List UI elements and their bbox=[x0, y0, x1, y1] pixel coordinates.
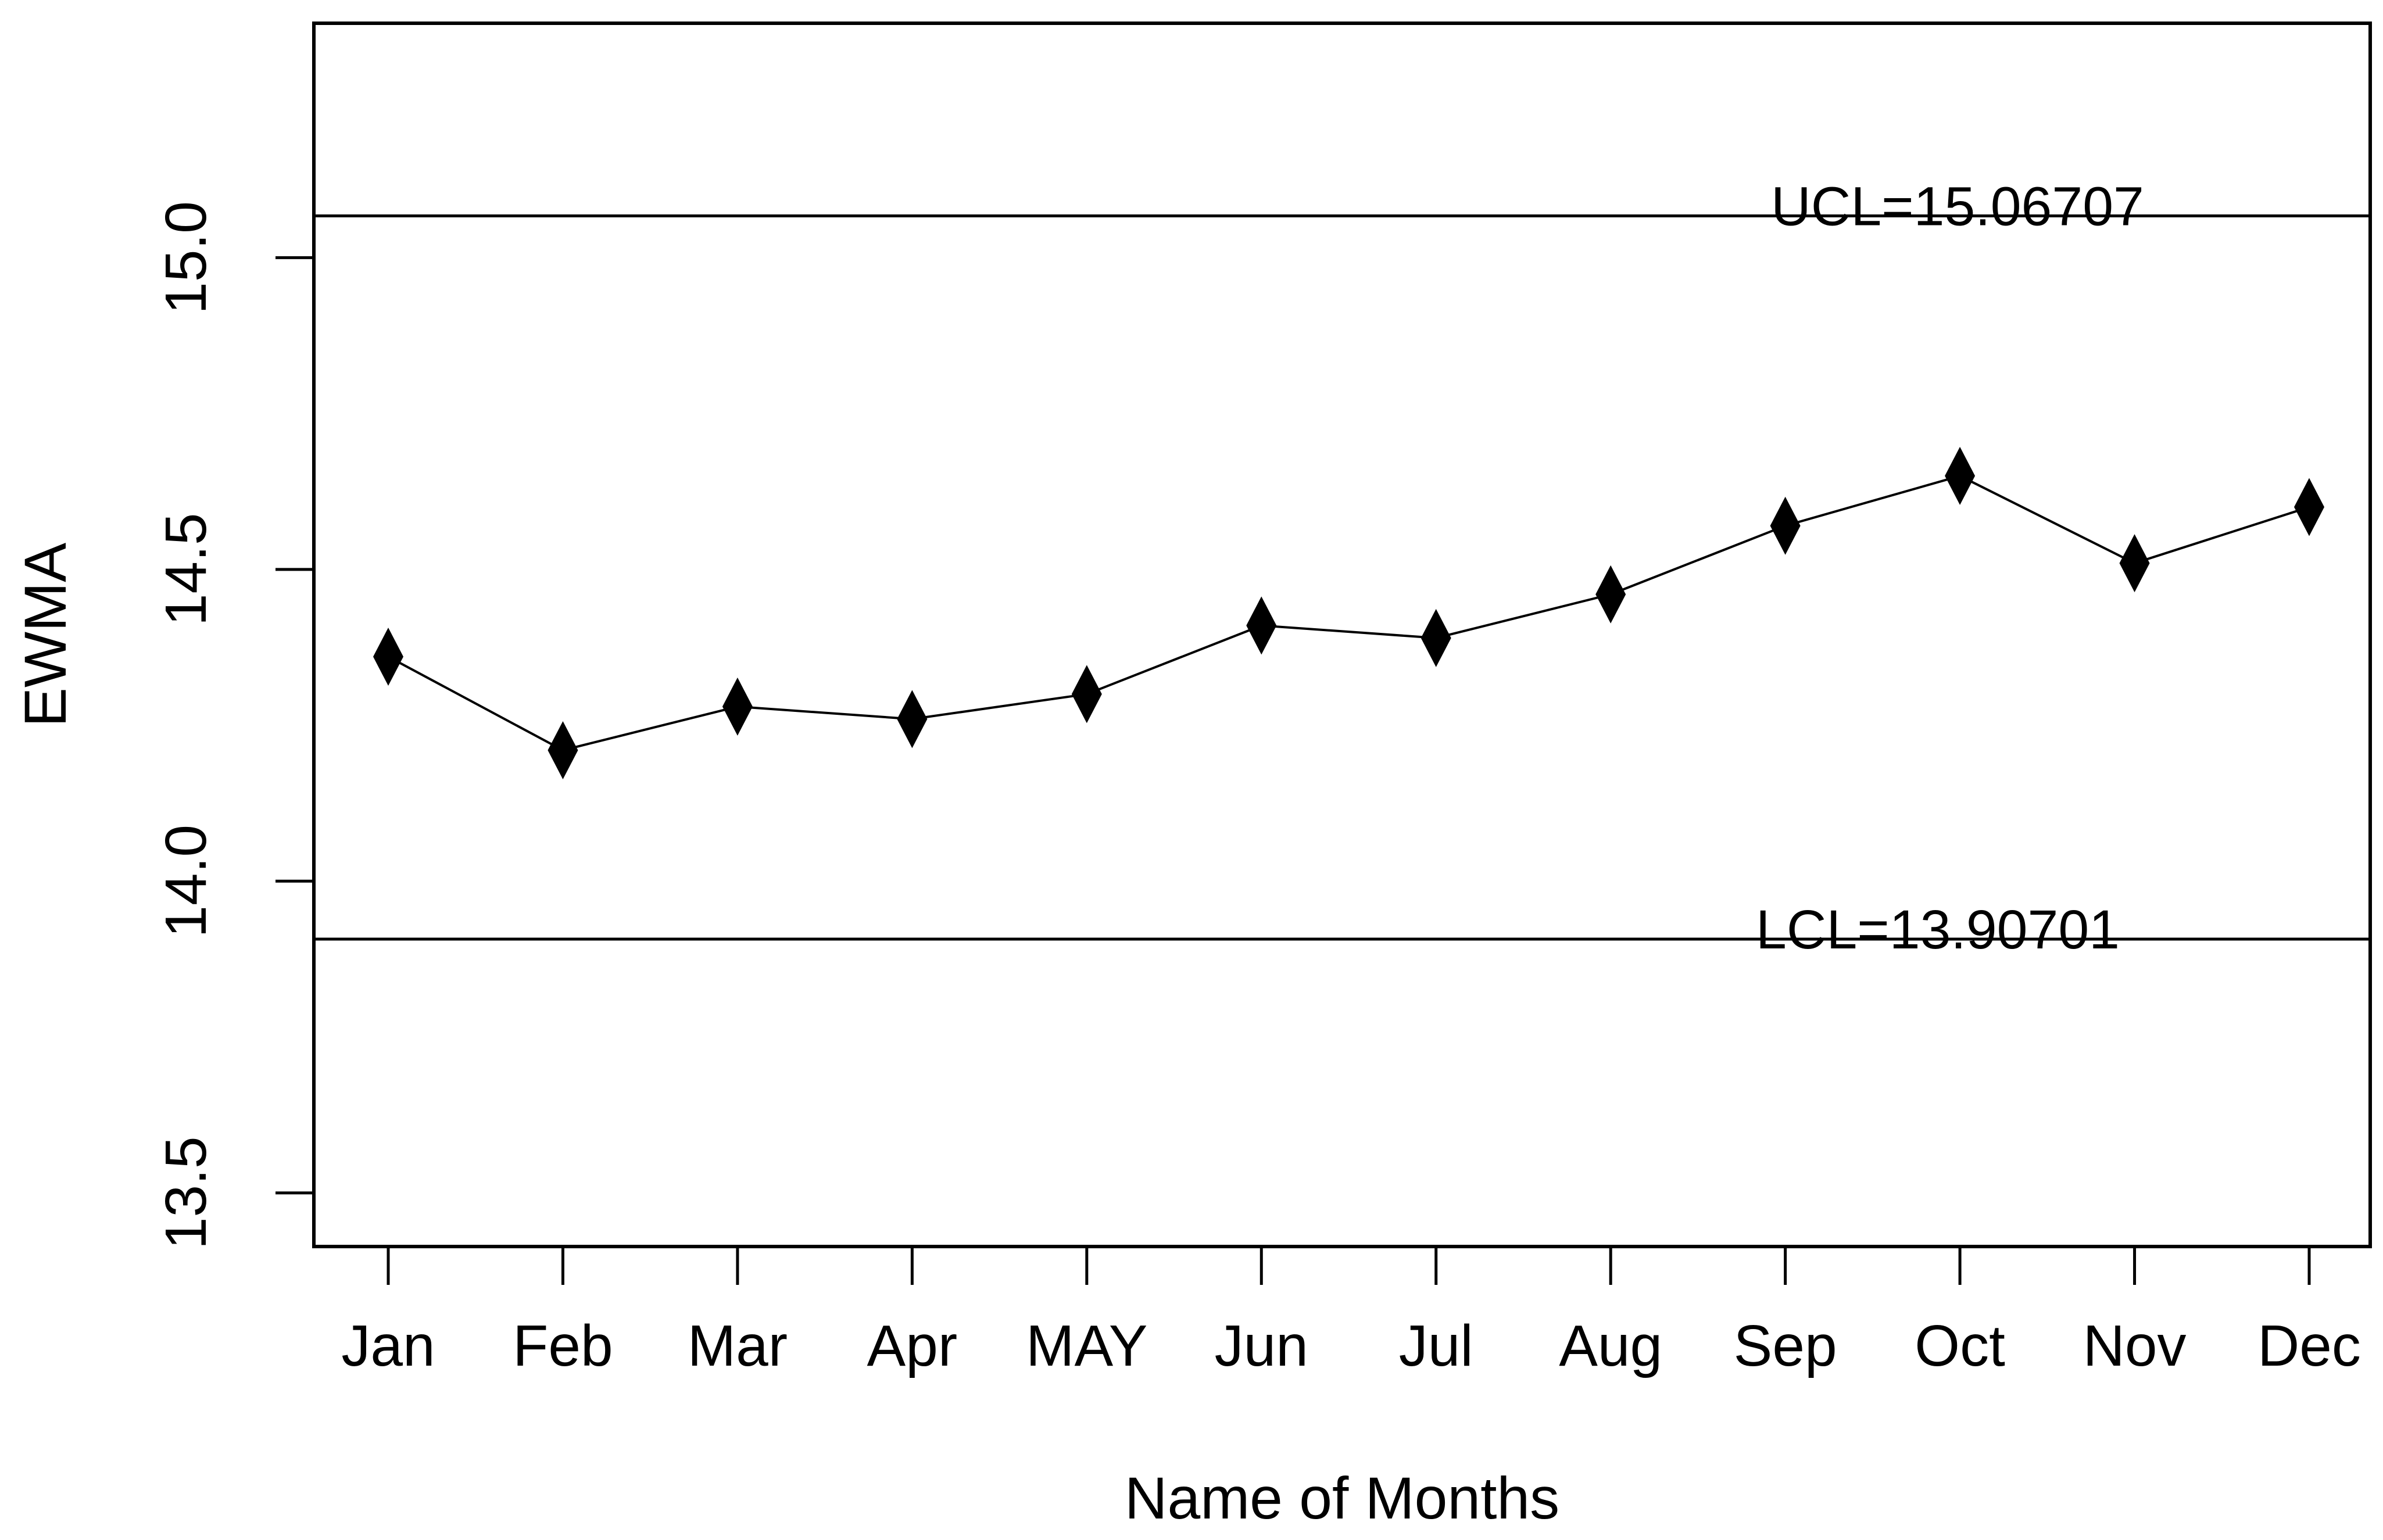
y-axis-tick-labels: 13.5 14.0 14.5 15.0 bbox=[153, 201, 219, 1249]
data-point-marker bbox=[897, 690, 928, 748]
data-point-marker bbox=[548, 721, 578, 779]
x-tick-label-1: Feb bbox=[513, 1313, 613, 1378]
x-tick-label-5: Jun bbox=[1215, 1313, 1308, 1378]
plot-area bbox=[275, 22, 2372, 1285]
x-tick-label-11: Dec bbox=[2257, 1313, 2361, 1378]
x-tick-label-3: Apr bbox=[867, 1313, 958, 1378]
y-tick-label-1: 14.0 bbox=[153, 825, 219, 938]
x-tick-label-6: Jul bbox=[1399, 1313, 1473, 1378]
data-point-marker bbox=[1770, 496, 1801, 555]
y-tick-label-3: 15.0 bbox=[153, 201, 219, 314]
y-tick-label-0: 13.5 bbox=[153, 1136, 219, 1249]
plot-border bbox=[312, 22, 2372, 1248]
y-tick-label-2: 14.5 bbox=[153, 513, 219, 626]
x-tick-label-8: Sep bbox=[1734, 1313, 1837, 1378]
data-point-marker bbox=[373, 628, 403, 686]
x-axis-tick-labels: Jan Feb Mar Apr MAY Jun Jul Aug Sep Oct … bbox=[341, 1313, 2361, 1378]
x-tick-label-9: Oct bbox=[1915, 1313, 2005, 1378]
data-point-marker bbox=[2119, 534, 2150, 593]
x-axis-title: Name of Months bbox=[1125, 1465, 1559, 1531]
data-point-marker bbox=[1246, 596, 1277, 655]
lcl-label: LCL=13.90701 bbox=[1756, 899, 2120, 961]
data-point-marker bbox=[2294, 478, 2324, 536]
x-tick-label-7: Aug bbox=[1559, 1313, 1662, 1378]
x-tick-label-2: Mar bbox=[688, 1313, 788, 1378]
x-tick-label-4: MAY bbox=[1026, 1313, 1147, 1378]
data-point-marker bbox=[1595, 565, 1626, 624]
y-axis-title: EWMA bbox=[12, 543, 78, 727]
data-point-marker bbox=[722, 677, 753, 736]
data-point-marker bbox=[1071, 665, 1102, 724]
data-point-marker bbox=[1421, 608, 1451, 667]
x-tick-label-10: Nov bbox=[2083, 1313, 2187, 1378]
x-tick-label-0: Jan bbox=[341, 1313, 435, 1378]
data-point-marker bbox=[1945, 446, 1976, 505]
series-line bbox=[388, 474, 2310, 752]
ucl-label: UCL=15.06707 bbox=[1771, 176, 2144, 237]
